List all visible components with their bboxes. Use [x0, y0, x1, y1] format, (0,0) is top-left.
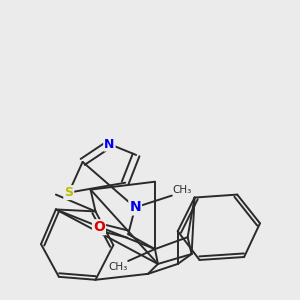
Text: N: N	[129, 200, 141, 214]
Text: CH₃: CH₃	[173, 185, 192, 195]
Text: S: S	[64, 186, 73, 199]
Text: N: N	[104, 138, 115, 151]
Text: CH₃: CH₃	[108, 262, 127, 272]
Text: O: O	[93, 220, 105, 234]
